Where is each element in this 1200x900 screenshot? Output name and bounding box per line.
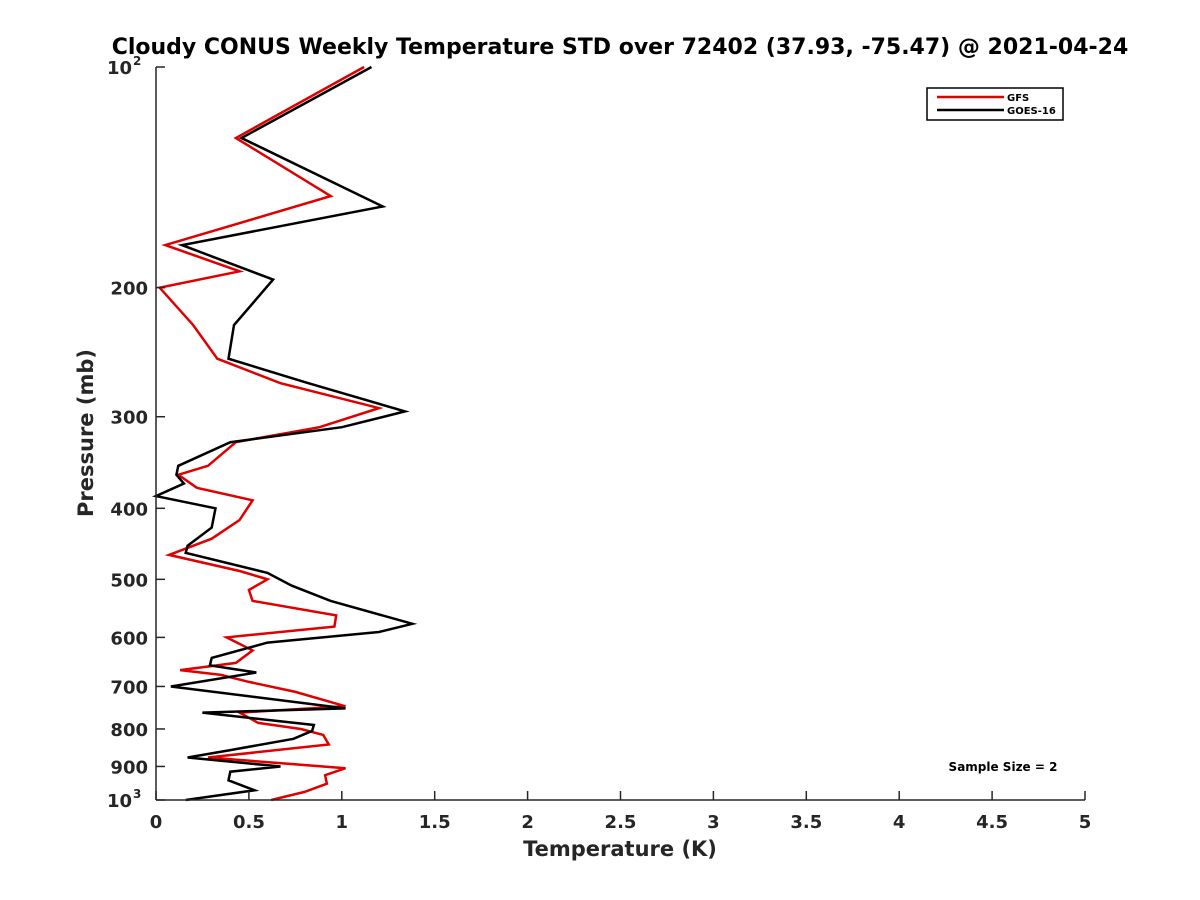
y-tick-label-5: 600 — [110, 628, 148, 649]
y-tick-label-7: 800 — [110, 720, 148, 741]
legend: GFS GOES-16 — [926, 87, 1064, 121]
x-tick-label-3: 1.5 — [419, 812, 451, 833]
x-tick-label-9: 4.5 — [976, 812, 1008, 833]
x-tick-label-7: 3.5 — [790, 812, 822, 833]
legend-label-1: GOES-16 — [1007, 106, 1056, 117]
x-tick-label-4: 2 — [521, 812, 534, 833]
x-tick-label-2: 1 — [336, 812, 349, 833]
x-tick-label-10: 5 — [1079, 812, 1092, 833]
y-tick-label-4: 500 — [110, 570, 148, 591]
y-tick-label-2: 300 — [110, 408, 148, 429]
series-line-0 — [157, 65, 384, 802]
series-line-1 — [151, 65, 418, 802]
y-tick-exponent-0: 2 — [133, 54, 141, 68]
y-tick-label-1: 200 — [110, 279, 148, 300]
legend-box — [926, 87, 1064, 121]
y-axis-label: Pressure (mb) — [74, 349, 98, 517]
y-tick-label-0: 10 — [107, 58, 132, 79]
x-tick-label-1: 0.5 — [233, 812, 265, 833]
x-tick-label-5: 2.5 — [605, 812, 637, 833]
y-tick-label-3: 400 — [110, 499, 148, 520]
y-tick-exponent-9: 3 — [133, 787, 141, 801]
legend-label-0: GFS — [1007, 93, 1029, 104]
x-axis-label: Temperature (K) — [523, 837, 717, 861]
plot-area — [151, 65, 1085, 802]
y-tick-label-6: 700 — [110, 677, 148, 698]
x-tick-label-6: 3 — [707, 812, 720, 833]
x-tick-label-8: 4 — [893, 812, 906, 833]
sample-size-annotation: Sample Size = 2 — [949, 760, 1058, 774]
x-axis: 0 0.5 1 1.5 2 2.5 3 3.5 4 4.5 5 — [150, 791, 1092, 833]
x-tick-label-0: 0 — [150, 812, 163, 833]
y-tick-label-8: 900 — [110, 757, 148, 778]
chart-title: Cloudy CONUS Weekly Temperature STD over… — [112, 35, 1129, 60]
y-tick-label-9: 10 — [107, 791, 132, 812]
